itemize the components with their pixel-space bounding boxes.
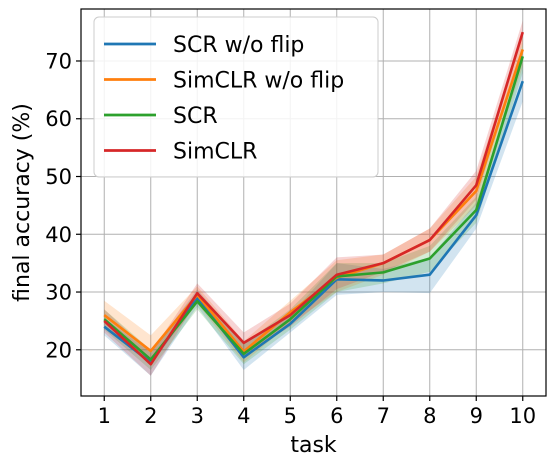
axis-ticks: 1 2 3 4 5 6 7 8 9 10 20 30 40 50 60 70 (45, 49, 536, 428)
x-tick-label: 10 (509, 404, 536, 428)
x-tick-label: 7 (377, 404, 390, 428)
band-series-3 (104, 20, 523, 376)
legend-box (93, 16, 379, 178)
y-axis-title: final accuracy (%) (10, 103, 35, 302)
legend-label-1: SimCLR w/o flip (173, 69, 344, 94)
plot-frame (80, 8, 547, 397)
x-tick-label: 4 (237, 404, 250, 428)
y-tick-label: 70 (45, 49, 72, 73)
x-tick-label: 8 (423, 404, 436, 428)
y-tick-label: 60 (45, 107, 72, 131)
y-tick-label: 40 (45, 223, 72, 247)
x-tick-label: 6 (330, 404, 343, 428)
x-tick-label: 2 (144, 404, 157, 428)
x-tick-label: 9 (470, 404, 483, 428)
x-tick-label: 1 (98, 404, 111, 428)
legend: SCR w/o flip SimCLR w/o flip SCR SimCLR (93, 16, 379, 178)
line-series-3 (103, 31, 524, 366)
legend-label-2: SCR (173, 104, 218, 129)
x-tick-label: 5 (284, 404, 297, 428)
legend-label-3: SimCLR (173, 140, 257, 165)
x-axis-title: task (290, 433, 337, 458)
y-tick-label: 30 (45, 281, 72, 305)
band-series-0 (104, 60, 523, 376)
x-tick-label: 3 (191, 404, 204, 428)
y-tick-label: 20 (45, 338, 72, 362)
legend-label-0: SCR w/o flip (173, 33, 304, 58)
y-tick-label: 50 (45, 165, 72, 189)
band-series-2 (104, 43, 523, 371)
series-lines (103, 31, 524, 366)
